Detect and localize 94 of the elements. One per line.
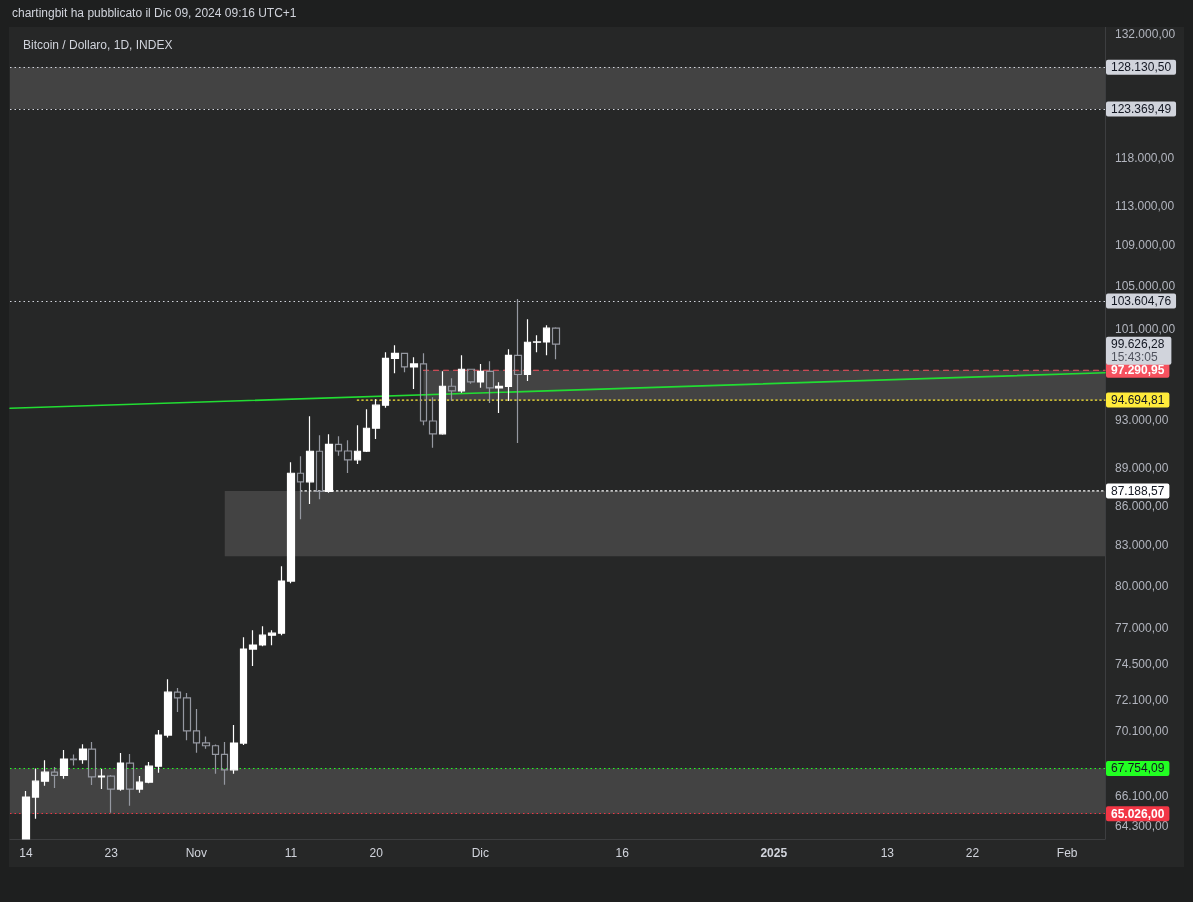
candlestick [31,767,40,820]
y-tick-label: 93.000,00 [1115,412,1169,427]
y-tick-label: 74.500,00 [1115,657,1169,672]
candlestick [286,461,296,584]
y-tick-label: 70.100,00 [1115,724,1169,739]
candlestick [296,455,305,520]
candlestick [409,356,419,390]
ref-line-label: 123.369,49 [1111,101,1172,116]
candlestick [192,708,201,754]
candlestick [220,741,229,786]
y-tick-label: 101.000,00 [1115,322,1176,337]
candlestick [428,396,438,449]
x-tick-label: 16 [615,846,630,860]
candlestick [116,752,125,792]
x-tick-label: Dic [471,846,489,860]
candlestick [485,360,495,404]
y-tick-label: 118.000,00 [1115,150,1175,165]
x-tick-label: 23 [104,846,119,860]
candlestick [466,368,476,385]
chart-subtitle: chartingbit ha pubblicato il Dic 09, 2024 09:16 UTC+1 [12,6,297,20]
candlestick [476,363,485,389]
candlestick [542,324,551,356]
x-tick-label: 13 [880,846,895,860]
x-tick-label: 20 [369,846,384,860]
candlestick [211,744,220,775]
y-tick-label: 72.100,00 [1115,693,1169,708]
candlestick [390,344,400,374]
series-label: 87.188,57 [1111,483,1165,498]
candlestick [523,318,532,382]
y-tick-label: 132.000,00 [1115,27,1176,42]
candlestick [21,790,31,840]
candlestick [267,629,277,646]
y-tick-label: 86.000,00 [1115,499,1169,514]
candlestick [106,774,116,814]
candlestick [78,743,88,765]
candlestick [201,735,211,750]
x-tick-label: Feb [1056,846,1078,860]
candlestick [315,434,324,500]
y-tick-label: 83.000,00 [1115,538,1169,553]
ref-line-label: 65.026,00 [1111,806,1165,821]
candlestick [239,636,248,746]
candlestick [69,753,78,767]
candlestick [334,435,343,457]
series-label: 94.694,81 [1111,393,1165,408]
candlestick [504,348,513,402]
candlestick [144,761,154,784]
candlestick [40,759,50,787]
candlestick [87,741,97,786]
candlestick [229,724,239,775]
y-tick-label: 105.000,00 [1115,279,1176,294]
ref-line-label: 103.604,76 [1111,294,1172,309]
candlestick [371,398,381,440]
x-tick-label: 22 [965,846,980,860]
y-tick-label: 64.300,00 [1115,819,1169,834]
candlestick [248,629,258,667]
ref-line-label: 67.754,09 [1111,761,1165,776]
candlestick [513,298,523,444]
y-tick-label: 109.000,00 [1115,238,1176,253]
ref-line-label: 128.130,50 [1111,60,1172,75]
candlestick [494,381,504,414]
y-tick-label: 66.100,00 [1115,788,1169,803]
x-tick-label: 11 [284,846,298,860]
candlestick [277,565,286,636]
candlestick [438,370,447,436]
candlestick [135,775,144,794]
x-tick-label: Nov [185,846,208,860]
candlestick [182,692,192,741]
y-tick-label: 113.000,00 [1115,198,1175,213]
text: 15:43:05 [1111,350,1159,365]
candlestick [419,352,428,426]
candlestick [59,749,69,780]
candlestick [125,753,135,807]
candlestick [258,625,267,647]
y-tick-label: 89.000,00 [1115,461,1169,476]
x-tick-label: 14 [19,846,33,860]
candlestick [400,352,409,373]
candlestick [97,768,106,790]
candlestick [343,439,353,474]
y-tick-label: 77.000,00 [1115,620,1169,635]
text: Bitcoin / Dollaro, 1D, INDEX [23,38,173,52]
candlestick [362,408,371,453]
x-tick-label: 2025 [760,846,788,860]
candlestick [551,326,561,360]
candlestick [353,424,362,465]
candlestick [173,687,182,713]
candlestick [457,354,466,394]
candlestick [381,351,390,409]
text: 99.626,28 [1111,337,1165,352]
candlestick [532,334,542,353]
candlestick [447,377,457,402]
candlestick [154,729,163,774]
candlestick [163,678,173,739]
y-tick-label: 80.000,00 [1115,578,1169,593]
candlestick [50,766,59,789]
